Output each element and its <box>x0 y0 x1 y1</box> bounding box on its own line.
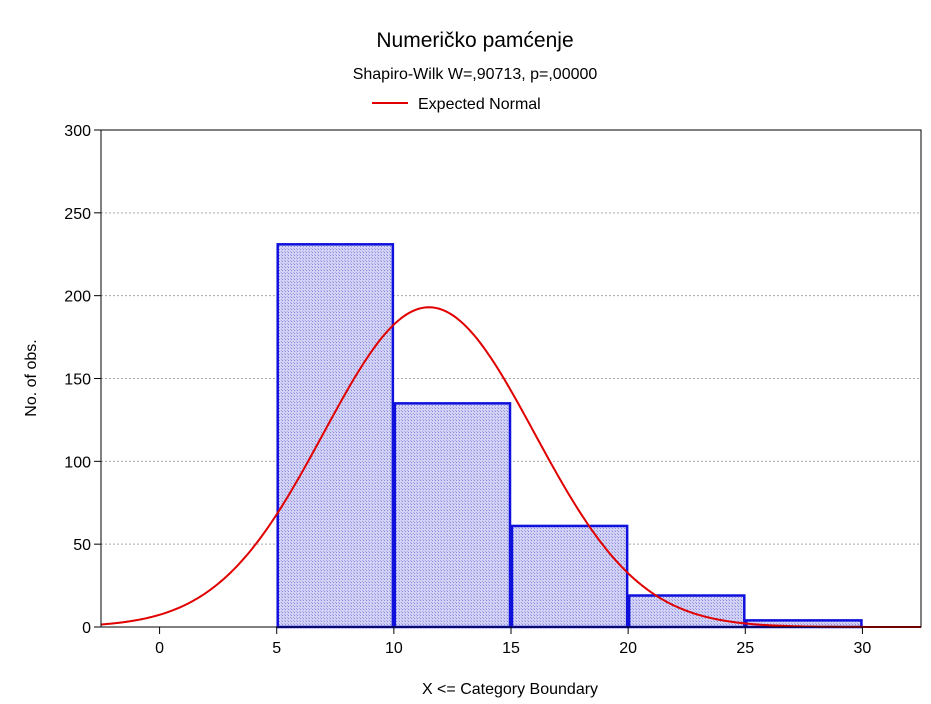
chart-title: Numeričko pamćenje <box>376 29 573 52</box>
x-tick-label: 0 <box>155 640 164 657</box>
y-tick-label: 250 <box>64 206 91 223</box>
legend-label-expected-normal: Expected Normal <box>418 96 541 113</box>
chart-subtitle: Shapiro-Wilk W=,90713, p=,00000 <box>353 66 598 83</box>
histogram-bars <box>276 243 863 629</box>
x-tick-label: 25 <box>736 640 754 657</box>
y-tick-label: 150 <box>64 372 91 389</box>
x-axis-label: X <= Category Boundary <box>422 681 598 698</box>
y-axis-ticks: 0 50 100 150 200 250 300 <box>64 123 101 637</box>
y-tick-label: 100 <box>64 454 91 471</box>
y-axis-label: No. of obs. <box>23 339 40 416</box>
histogram-bar-1 <box>276 243 395 629</box>
y-tick-label: 300 <box>64 123 91 140</box>
x-tick-label: 30 <box>854 640 872 657</box>
legend: Expected Normal <box>372 96 541 113</box>
x-tick-label: 10 <box>385 640 403 657</box>
histogram-bar-3 <box>510 524 629 629</box>
histogram-bar-2 <box>393 402 512 629</box>
y-tick-label: 200 <box>64 289 91 306</box>
x-axis-ticks: 0 5 10 15 20 25 30 <box>155 627 871 657</box>
y-tick-label: 0 <box>82 620 91 637</box>
expected-normal-curve <box>100 306 921 628</box>
y-tick-label: 50 <box>73 537 91 554</box>
x-tick-label: 5 <box>272 640 281 657</box>
x-tick-label: 15 <box>502 640 520 657</box>
x-tick-label: 20 <box>619 640 637 657</box>
